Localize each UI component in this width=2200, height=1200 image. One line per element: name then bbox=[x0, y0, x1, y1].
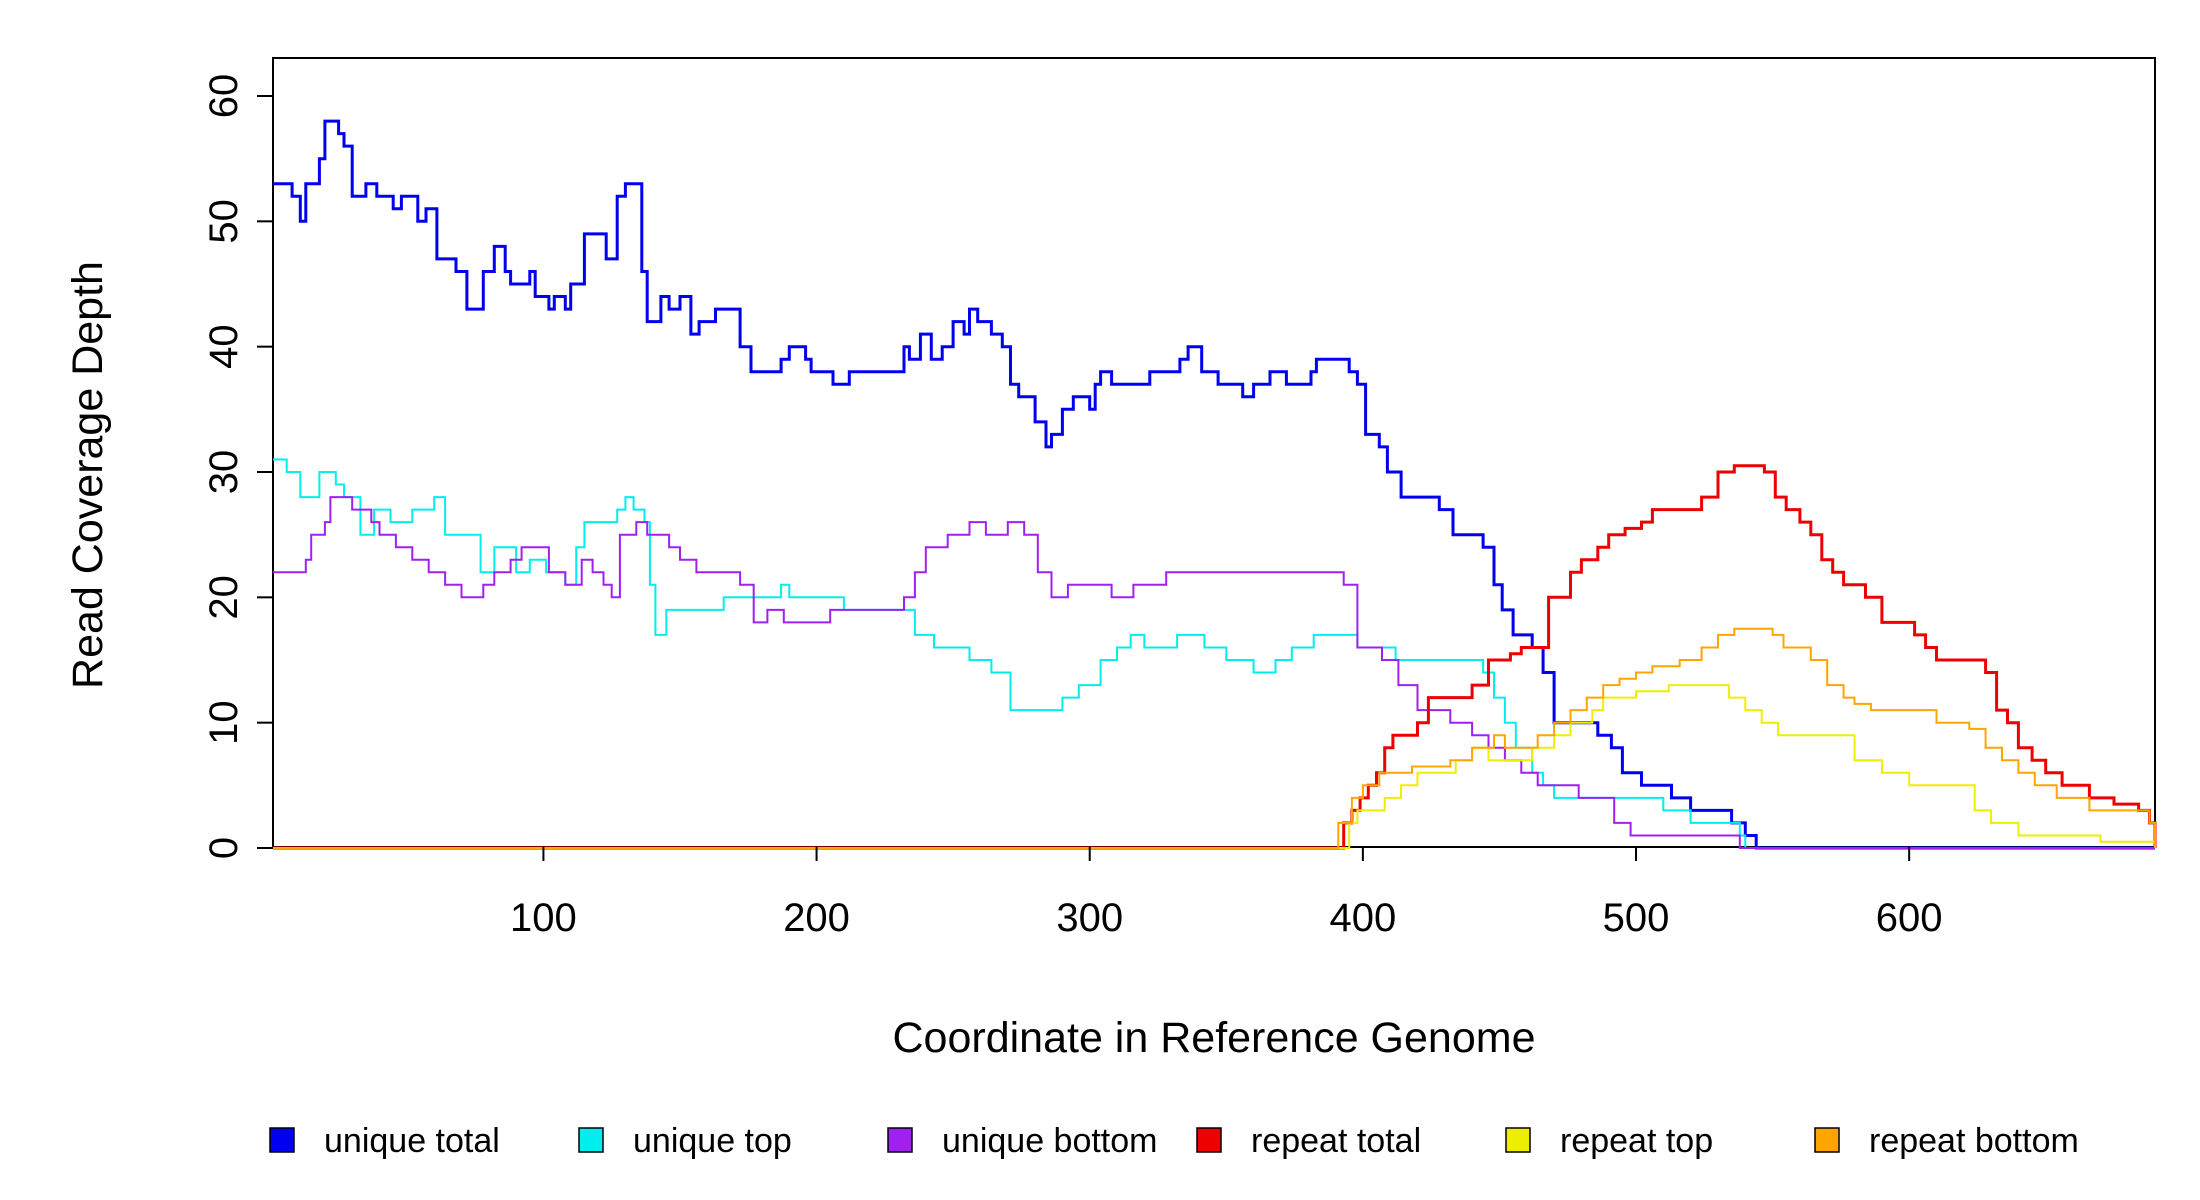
y-tick-label: 20 bbox=[202, 575, 246, 620]
series-line-repeat-bottom bbox=[273, 627, 2156, 849]
legend-label-unique-top: unique top bbox=[633, 1122, 792, 1160]
legend-label-unique-bottom: unique bottom bbox=[942, 1122, 1158, 1160]
x-tick-label: 500 bbox=[1603, 896, 1670, 940]
legend-swatch-repeat-top bbox=[1505, 1127, 1531, 1153]
series-line-unique-bottom bbox=[273, 496, 2155, 849]
x-tick-label: 100 bbox=[510, 896, 577, 940]
legend: unique total unique top unique bottom repea… bbox=[269, 1122, 2079, 1160]
series-line-repeat-top bbox=[273, 684, 2156, 849]
series-line-unique-total bbox=[273, 119, 2155, 850]
y-axis-label: Read Coverage Depth bbox=[64, 261, 112, 689]
legend-swatch-repeat-total bbox=[1196, 1127, 1222, 1153]
x-tick-label: 400 bbox=[1329, 896, 1396, 940]
legend-swatch-unique-total bbox=[269, 1127, 295, 1153]
series-line-unique-top bbox=[273, 458, 2155, 849]
x-axis: 100 200 300 400 500 600 bbox=[510, 847, 1943, 940]
x-tick-label: 200 bbox=[783, 896, 850, 940]
y-tick-label: 0 bbox=[202, 837, 246, 859]
y-tick-label: 60 bbox=[202, 74, 246, 119]
x-tick-label: 300 bbox=[1056, 896, 1123, 940]
series-layer bbox=[273, 119, 2157, 850]
legend-label-repeat-bottom: repeat bottom bbox=[1869, 1122, 2079, 1160]
legend-label-repeat-top: repeat top bbox=[1560, 1122, 1713, 1160]
legend-label-unique-total: unique total bbox=[324, 1122, 500, 1160]
x-axis-label: Coordinate in Reference Genome bbox=[893, 1014, 1536, 1062]
y-tick-label: 30 bbox=[202, 450, 246, 495]
x-tick-label: 600 bbox=[1876, 896, 1943, 940]
legend-label-repeat-total: repeat total bbox=[1251, 1122, 1421, 1160]
plot-frame bbox=[272, 57, 2156, 848]
legend-swatch-unique-top bbox=[578, 1127, 604, 1153]
y-tick-label: 10 bbox=[202, 700, 246, 745]
y-tick-label: 40 bbox=[202, 324, 246, 369]
y-axis: 0 10 20 30 40 50 60 bbox=[202, 74, 273, 859]
legend-swatch-unique-bottom bbox=[887, 1127, 913, 1153]
y-tick-label: 50 bbox=[202, 199, 246, 244]
series-line-repeat-total bbox=[273, 464, 2157, 850]
legend-swatch-repeat-bottom bbox=[1814, 1127, 1840, 1153]
